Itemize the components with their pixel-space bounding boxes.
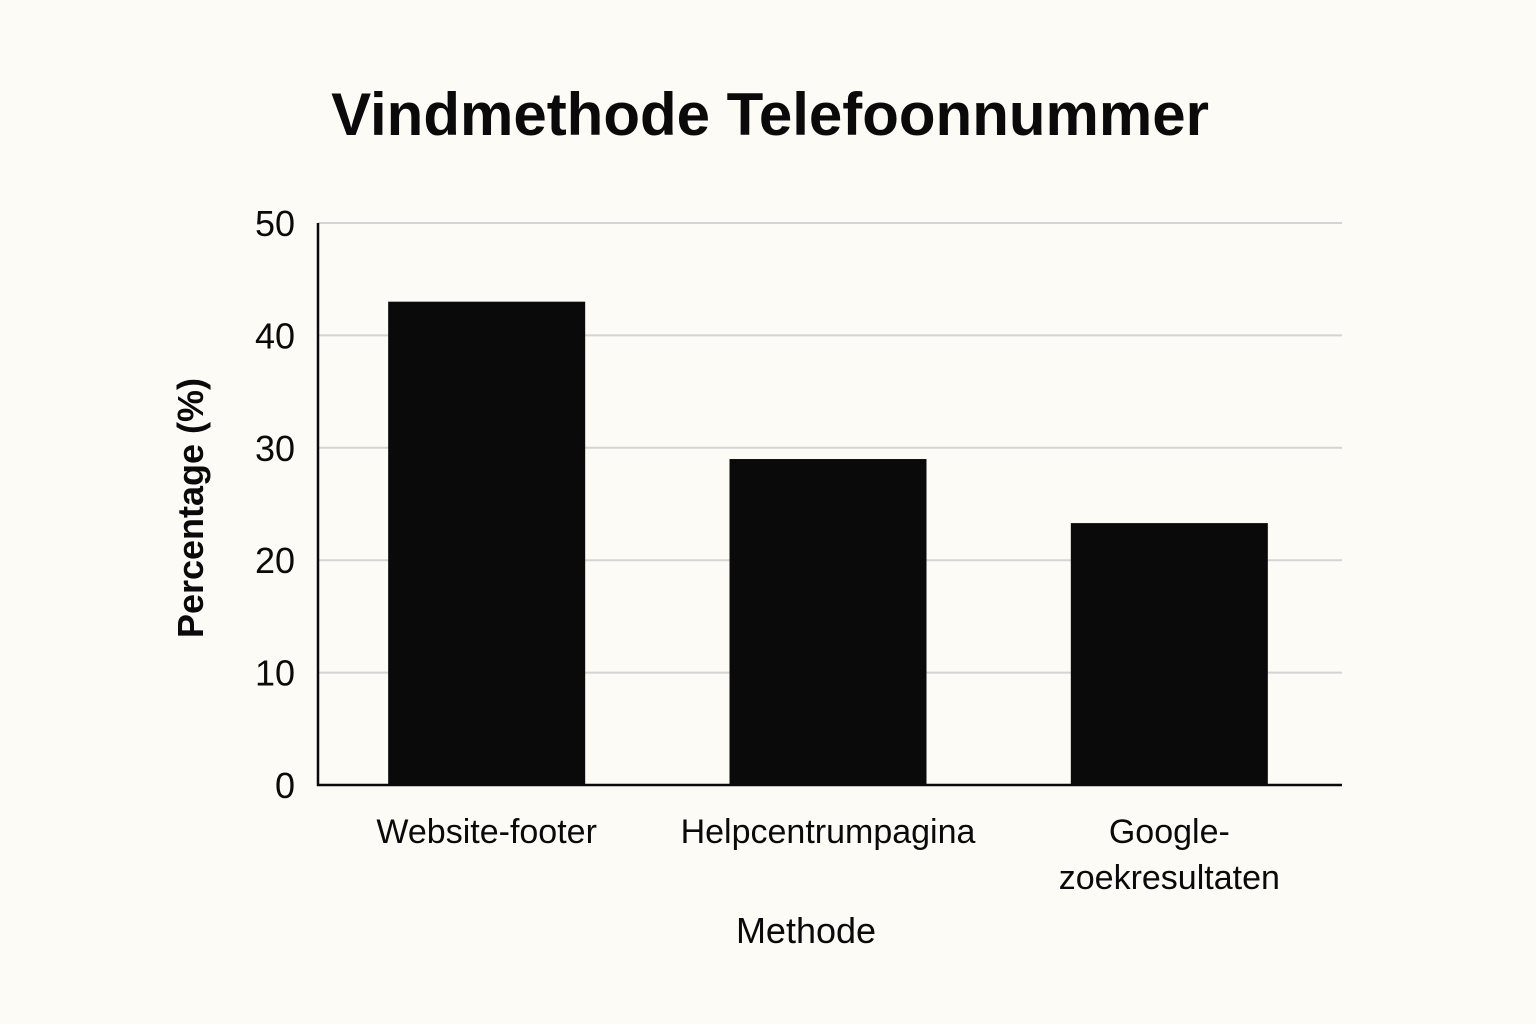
y-tick-label: 30: [255, 428, 295, 469]
y-axis-title: Percentage (%): [170, 378, 211, 638]
x-category-labels: Website-footer Helpcentrumpagina Google-zo…: [376, 813, 1279, 897]
x-category-label: zoekresultaten: [1059, 859, 1280, 897]
bar: [1070, 523, 1268, 785]
y-tick-label: 20: [255, 540, 295, 581]
y-tick-label: 0: [275, 765, 295, 806]
y-tick-labels: 0 10 20 30 40 50: [255, 203, 295, 806]
x-category-label: Website-footer: [376, 813, 596, 851]
bars: [388, 301, 1268, 785]
bar: [729, 459, 927, 785]
x-category-label: Google-: [1109, 813, 1230, 851]
y-tick-label: 10: [255, 653, 295, 694]
axes: [316, 223, 1342, 787]
y-tick-label: 40: [255, 315, 295, 356]
x-axis-title: Methode: [736, 910, 876, 951]
y-tick-label: 50: [255, 203, 295, 244]
x-category-label: Helpcentrumpagina: [681, 813, 976, 851]
chart-title: Vindmethode Telefoonnummer: [331, 81, 1209, 148]
bar: [388, 301, 586, 785]
